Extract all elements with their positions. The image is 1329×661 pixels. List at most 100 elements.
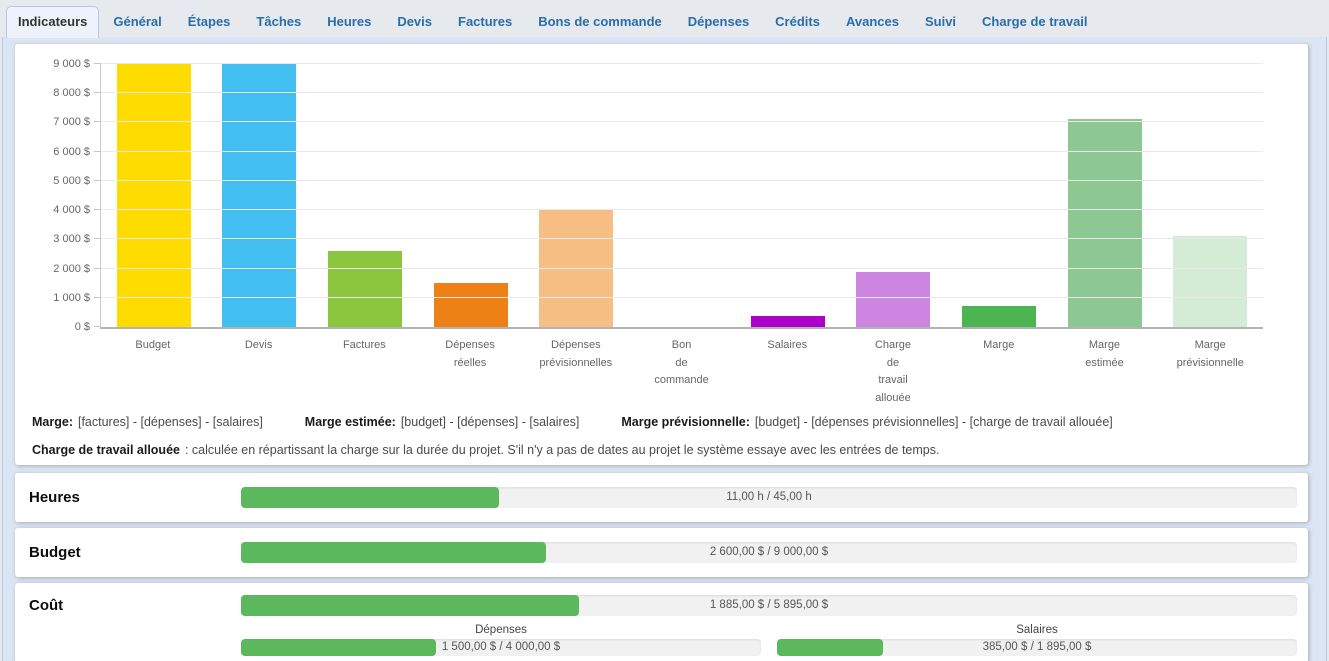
tab-avances[interactable]: Avances [845,14,899,29]
y-axis-label: 9 000 $ [53,58,90,70]
progress-panel-heures: Heures 11,00 h / 45,00 h [15,473,1308,522]
bar-salaires [750,315,825,327]
y-axis-label: 1 000 $ [53,291,90,304]
bar-chart-plot: 0 $ 1 000 $ 2 000 $ 3 000 $ 4 000 $ 5 000 $ 6 … [53,58,1263,333]
progress-panel-cout: Coût 1 885,00 $ / 5 895,00 $ Dépenses 1 500… [15,583,1308,661]
y-axis-label: 3 000 $ [53,233,90,246]
progress-track-budget: 2 600,00 $ / 9 000,00 $ [241,542,1297,563]
gridline [101,238,1263,240]
tab-factures[interactable]: Factures [458,14,513,29]
progress-fill-salaires [777,639,883,656]
bar-marge-estimee [1067,119,1142,327]
y-axis-label: 2 000 $ [53,262,90,275]
y-axis-tick [94,150,101,152]
y-axis-tick [94,267,101,269]
chart-bars [101,64,1263,327]
definition-term: Marge: [32,415,73,430]
bar-marge [961,306,1036,327]
gridline [101,150,1263,152]
bar-devis [222,64,297,327]
definition-marge-previsionnelle: Marge prévisionnelle: [budget] - [dépense… [621,415,1112,429]
progress-fill-cout [241,594,579,616]
progress-main-row-budget: Budget 2 600,00 $ / 9 000,00 $ [29,537,1297,569]
tab-charge-de-travail[interactable]: Charge de travail [982,14,1088,29]
y-axis-tick [94,179,101,181]
definition-text: [budget] - [dépenses] - [salaires] [400,415,580,430]
bar-factures [328,251,403,327]
tab-depenses[interactable]: Dépenses [687,14,750,29]
tab-suivi[interactable]: Suivi [924,14,957,29]
sub-progress-label-salaires: Salaires [1016,624,1058,636]
section-label-budget: Budget [29,544,81,561]
progress-sections: Heures 11,00 h / 45,00 h Budget 2 600,00 $ … [15,473,1308,661]
y-axis-label: 0 $ [74,321,90,333]
y-axis-tick [94,209,101,211]
y-axis-tick [94,92,101,94]
progress-value-salaires: 385,00 $ / 1 895,00 $ [982,641,1092,653]
bar-slot-marge-estimee [1052,64,1158,327]
x-axis-label-budget: Budget [135,339,171,351]
workload-def-text: : calculée en répartissant la charge sur… [184,443,940,458]
y-axis-label: 6 000 $ [53,145,90,158]
x-axis-label-depenses-previsionnelles: Dépenses prévisionnelles [539,339,613,369]
progress-panel-budget: Budget 2 600,00 $ / 9 000,00 $ [15,528,1308,577]
definition-marge-estimee: Marge estimée: [budget] - [dépenses] - [s… [305,415,580,429]
y-axis-label: 8 000 $ [53,87,90,100]
progress-fill-depenses [241,639,436,656]
tab-indicateurs[interactable]: Indicateurs [6,6,100,38]
x-axis-label-marge: Marge [983,339,1015,351]
bar-depenses-reelles [433,283,508,327]
tab-credits[interactable]: Crédits [775,14,820,29]
progress-value-depenses: 1 500,00 $ / 4 000,00 $ [441,641,561,653]
bar-slot-factures [312,64,418,327]
bar-charge-de-travail-allouee [856,271,931,327]
y-axis-label: 5 000 $ [53,174,90,187]
bar-marge-previsionnelle [1173,236,1248,327]
tab-heures[interactable]: Heures [327,14,372,29]
tab-etapes[interactable]: Étapes [187,14,231,29]
chart-footnotes: Marge: [factures] - [dépenses] - [salaire… [15,415,1308,457]
progress-fill-budget [241,542,547,563]
bar-slot-marge [946,64,1052,327]
progress-value-budget: 2 600,00 $ / 9 000,00 $ [709,546,829,558]
gridline [101,179,1263,181]
progress-value-cout: 1 885,00 $ / 5 895,00 $ [709,598,829,611]
bar-slot-bon-de-commande [629,64,735,327]
gridline [101,63,1263,64]
section-label-heures: Heures [29,489,80,506]
margin-definitions: Marge: [factures] - [dépenses] - [salaire… [32,415,1308,429]
definition-term: Marge estimée: [304,415,396,430]
bar-slot-charge-de-travail-allouee [840,64,946,327]
progress-sub-row-cout: Dépenses 1 500,00 $ / 4 000,00 $ Salaires 3… [241,623,1297,656]
tab-bons-de-commande[interactable]: Bons de commande [538,14,662,29]
bar-budget [116,64,191,327]
y-axis-label: 7 000 $ [53,116,90,129]
gridline [101,209,1263,211]
x-axis-label-depenses-reelles: Dépenses réelles [445,339,495,369]
section-label-cout: Coût [29,596,64,614]
bar-depenses-previsionnelles [539,210,614,327]
definition-text: [budget] - [dépenses prévisionnelles] - … [754,415,1113,430]
y-axis-tick [94,63,101,64]
indicators-chart-panel: 0 $ 1 000 $ 2 000 $ 3 000 $ 4 000 $ 5 000 $ 6 … [15,44,1308,465]
bar-slot-depenses-previsionnelles [524,64,630,327]
tab-devis[interactable]: Devis [397,14,433,29]
sub-progress-salaires: Salaires 385,00 $ / 1 895,00 $ [777,623,1297,656]
x-axis-label-devis: Devis [244,339,273,351]
gridline [101,121,1263,123]
bar-slot-devis [207,64,313,327]
y-axis-tick [94,326,101,327]
tab-general[interactable]: Général [113,14,162,29]
bar-slot-budget [101,64,207,327]
tab-taches[interactable]: Tâches [256,14,302,29]
bar-slot-salaires [735,64,841,327]
y-axis-tick [94,121,101,123]
tab-bar: Indicateurs Général Étapes Tâches Heures Devi… [0,0,1329,38]
y-axis-label: 4 000 $ [53,204,90,217]
progress-main-row-heures: Heures 11,00 h / 45,00 h [29,482,1297,514]
gridline [101,296,1263,298]
progress-track-depenses: 1 500,00 $ / 4 000,00 $ [241,639,761,656]
content-frame: 0 $ 1 000 $ 2 000 $ 3 000 $ 4 000 $ 5 000 $ 6 … [2,36,1327,661]
sub-progress-depenses: Dépenses 1 500,00 $ / 4 000,00 $ [241,623,761,656]
y-axis-tick [94,238,101,240]
